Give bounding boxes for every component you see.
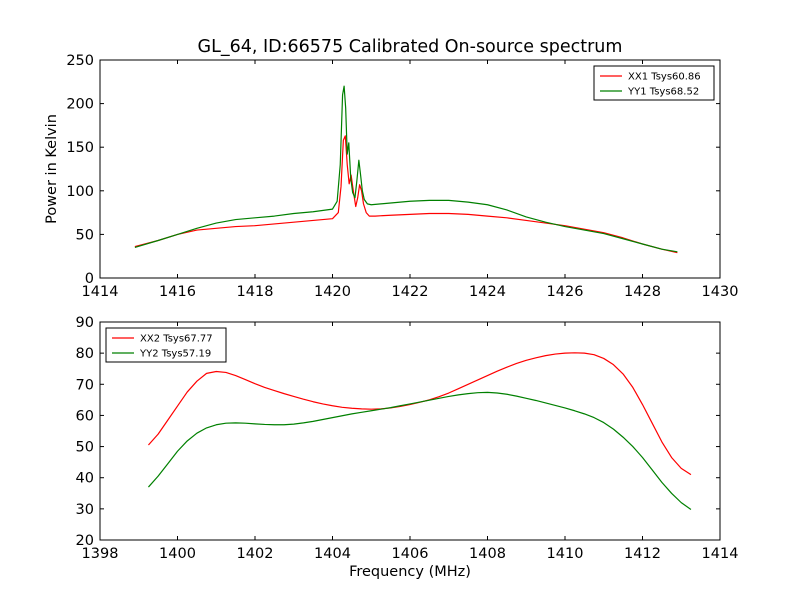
chart-title: GL_64, ID:66575 Calibrated On-source spe… (198, 37, 623, 57)
bottom-legend-box (105, 327, 227, 363)
bottom-x-tick-label: 1406 (392, 546, 429, 562)
bottom-x-axis-label: Frequency (MHz) (349, 564, 471, 580)
bottom-x-tick-label: 1402 (237, 546, 274, 562)
bottom-y-tick-label: 60 (76, 408, 94, 424)
bottom-y-tick-label: 30 (76, 502, 94, 518)
top-x-tick-label: 1416 (159, 284, 196, 300)
top-legend-box (593, 65, 715, 101)
bottom-x-tick-label: 1400 (159, 546, 196, 562)
bottom-y-tick-label: 40 (76, 471, 94, 487)
top-x-tick-label: 1414 (82, 284, 119, 300)
bottom-panel: 1398 1400 1402 1404 1406 1408 1410 1412 1414 20 30… (76, 315, 739, 580)
bottom-series-line-2 (147, 391, 692, 510)
bottom-x-tick-label: 1398 (82, 546, 119, 562)
top-y-tick-label: 150 (66, 140, 94, 156)
top-x-tick-label: 1424 (469, 284, 506, 300)
bottom-legend-label-2: YY2 Tsys57.19 (139, 349, 211, 360)
top-x-tick-label: 1420 (314, 284, 351, 300)
top-series-line-2 (134, 85, 678, 253)
bottom-y-tick-label: 90 (76, 315, 94, 331)
bottom-y-tick-label: 50 (76, 440, 94, 456)
top-y-axis-label: Power in Kelvin (44, 114, 60, 224)
bottom-legend: XX2 Tsys67.77 YY2 Tsys57.19 (105, 327, 227, 363)
bottom-plot-area: 1398 1400 1402 1404 1406 1408 1410 1412 1414 20 30… (76, 315, 739, 562)
top-x-tick-label: 1426 (547, 284, 584, 300)
top-y-tick-label: 50 (76, 227, 94, 243)
top-x-tick-label: 1430 (702, 284, 739, 300)
bottom-y-tick-label: 20 (76, 533, 94, 549)
top-y-tick-label: 0 (85, 271, 94, 287)
top-x-tick-label: 1418 (237, 284, 274, 300)
bottom-x-tick-label: 1412 (624, 546, 661, 562)
top-y-tick-label: 250 (66, 53, 94, 69)
bottom-x-tick-label: 1414 (702, 546, 739, 562)
top-panel: 1414 1416 1418 1420 1422 1424 1426 1428 1430 0 50 1… (44, 53, 738, 300)
bottom-x-tick-label: 1404 (314, 546, 351, 562)
bottom-x-tick-label: 1408 (469, 546, 506, 562)
top-series-line-1 (134, 135, 678, 254)
top-legend-label-2: YY1 Tsys68.52 (627, 87, 699, 98)
top-y-tick-label: 200 (66, 97, 94, 113)
top-y-tick-label: 100 (66, 184, 94, 200)
top-legend-label-1: XX1 Tsys60.86 (628, 72, 701, 83)
bottom-y-tick-label: 70 (76, 377, 94, 393)
top-legend: XX1 Tsys60.86 YY1 Tsys68.52 (593, 65, 715, 101)
top-plot-area: 1414 1416 1418 1420 1422 1424 1426 1428 1430 0 50 1… (66, 53, 738, 300)
bottom-y-tick-label: 80 (76, 346, 94, 362)
top-x-tick-label: 1428 (624, 284, 661, 300)
bottom-legend-label-1: XX2 Tsys67.77 (140, 334, 213, 345)
top-x-tick-label: 1422 (392, 284, 429, 300)
bottom-x-tick-label: 1410 (547, 546, 584, 562)
